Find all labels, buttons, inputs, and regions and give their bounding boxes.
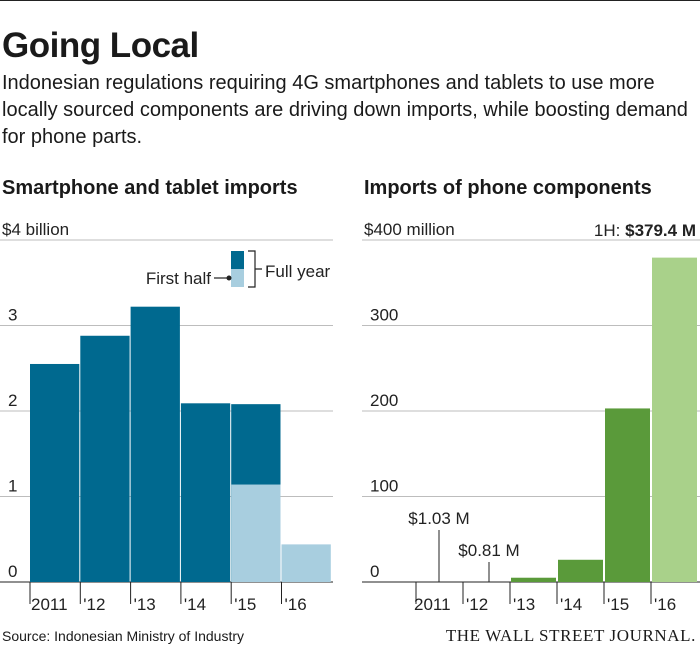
legend-swatch-first-half	[231, 269, 244, 287]
right-xtick-label: '12	[466, 595, 488, 614]
left-xtick-label: '16	[285, 595, 307, 614]
left-bar-full-year	[180, 403, 231, 582]
highlight-value: $379.4 M	[625, 221, 696, 240]
right-xtick-label: '14	[560, 595, 582, 614]
right-xtick-label: 2011	[414, 595, 451, 614]
left-ytick-label: 0	[8, 562, 17, 581]
legend-full-year-label: Full year	[265, 262, 331, 281]
annotation-label-12: $0.81 M	[458, 541, 519, 560]
left-unit-label: $4 billion	[2, 220, 69, 239]
right-xtick-label: '13	[513, 595, 535, 614]
right-xtick-label: '15	[607, 595, 629, 614]
left-bar-full-year	[130, 306, 180, 582]
highlight-prefix: 1H:	[594, 221, 625, 240]
right-unit-label: $400 million	[364, 220, 455, 239]
right-ytick-label: 100	[370, 477, 398, 496]
left-xtick-label: '15	[234, 595, 256, 614]
right-bar-full-year	[558, 559, 603, 582]
legend-leader-dot	[226, 275, 232, 281]
right-bar-full-year	[511, 577, 556, 582]
left-bar-first-half	[281, 544, 331, 582]
chart-title: Going Local	[2, 26, 199, 65]
left-xtick-label: '12	[83, 595, 105, 614]
right-panel-title: Imports of phone components	[364, 177, 652, 199]
top-rule	[0, 0, 700, 1]
left-xtick-label: 2011	[31, 595, 68, 614]
chart-subtitle: Indonesian regulations requiring 4G smar…	[2, 72, 688, 148]
right-bar-full-year	[605, 408, 650, 582]
left-ytick-label: 1	[8, 477, 17, 496]
left-bar-full-year	[30, 363, 80, 582]
legend-bracket	[248, 250, 262, 288]
right-ytick-label: 0	[370, 562, 379, 581]
left-xtick-label: '14	[184, 595, 206, 614]
annotation-label-2011: $1.03 M	[408, 509, 469, 528]
left-xtick-label: '13	[134, 595, 156, 614]
right-xtick-label: '16	[654, 595, 676, 614]
right-bar-first-half	[652, 257, 697, 582]
left-panel-title: Smartphone and tablet imports	[2, 177, 298, 199]
left-bar-first-half	[231, 484, 281, 582]
left-ytick-label: 3	[8, 306, 17, 325]
publisher-logo: THE WALL STREET JOURNAL.	[445, 626, 696, 645]
highlight-label: 1H: $379.4 M	[594, 221, 696, 240]
left-ytick-label: 2	[8, 391, 17, 410]
legend-first-half-label: First half	[146, 269, 211, 288]
right-ytick-label: 200	[370, 391, 398, 410]
right-ytick-label: 300	[370, 306, 398, 325]
source-note: Source: Indonesian Ministry of Industry	[2, 628, 245, 644]
legend-swatch-full-year	[231, 251, 244, 269]
left-bar-full-year	[80, 335, 130, 582]
